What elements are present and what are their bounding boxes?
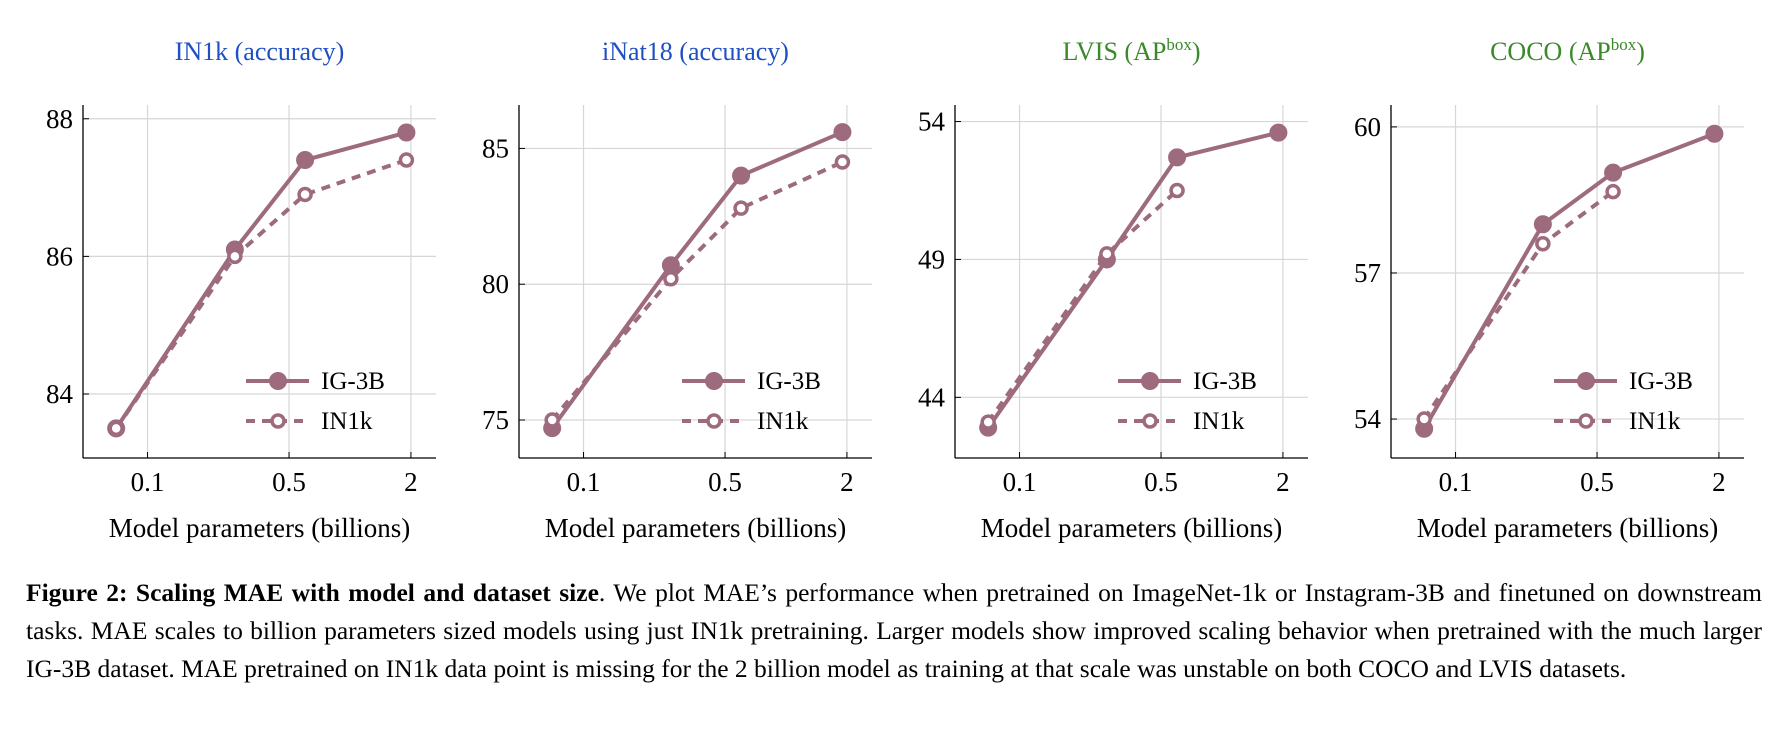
y-tick-label: 60 bbox=[1354, 112, 1381, 142]
series-line bbox=[550, 130, 844, 430]
title-superscript: box bbox=[1611, 35, 1637, 54]
title-suffix: ) bbox=[1192, 37, 1201, 66]
y-tick-label: 54 bbox=[1354, 404, 1382, 434]
data-point bbox=[1705, 124, 1724, 143]
y-tick-label: 86 bbox=[46, 241, 73, 271]
y-tick-label: 54 bbox=[918, 107, 946, 137]
data-point bbox=[297, 186, 313, 203]
x-tick-label: 0.1 bbox=[131, 467, 165, 497]
legend-label: IG-3B bbox=[1629, 368, 1693, 395]
data-point bbox=[1605, 183, 1621, 200]
y-tick-label: 49 bbox=[918, 244, 945, 274]
data-point bbox=[1169, 182, 1185, 199]
legend-marker bbox=[1578, 413, 1594, 429]
data-point bbox=[397, 123, 416, 142]
y-tick-label: 44 bbox=[918, 382, 946, 412]
data-point bbox=[1099, 246, 1115, 262]
y-tick-label: 57 bbox=[1354, 258, 1381, 288]
series-line bbox=[114, 158, 408, 430]
title-superscript: box bbox=[1166, 35, 1192, 54]
legend-marker bbox=[1142, 413, 1158, 429]
y-tick-label: 84 bbox=[46, 379, 74, 409]
x-axis-label: Model parameters (billions) bbox=[1417, 513, 1718, 543]
caption-title: Scaling MAE with model and dataset size bbox=[135, 578, 599, 607]
x-tick-label: 0.5 bbox=[272, 467, 306, 497]
title-text: LVIS (AP bbox=[1063, 37, 1167, 66]
y-tick-label: 85 bbox=[482, 133, 509, 163]
data-point bbox=[1269, 123, 1288, 142]
series-line bbox=[986, 130, 1279, 429]
data-point bbox=[1604, 163, 1623, 182]
chart-title: IN1k (accuracy) bbox=[175, 37, 345, 66]
caption: Figure 2: Scaling MAE with model and dat… bbox=[26, 574, 1762, 688]
data-point bbox=[663, 271, 679, 287]
x-axis-label: Model parameters (billions) bbox=[109, 513, 410, 543]
chart-title: iNat18 (accuracy) bbox=[602, 37, 789, 66]
x-tick-label: 2 bbox=[404, 467, 418, 497]
series-line bbox=[1422, 131, 1716, 430]
series-line bbox=[114, 130, 407, 430]
data-point bbox=[1416, 411, 1432, 427]
series-line bbox=[550, 160, 844, 422]
y-tick-label: 88 bbox=[46, 104, 73, 134]
x-tick-label: 0.5 bbox=[1144, 467, 1178, 497]
data-point bbox=[733, 200, 749, 216]
legend-marker bbox=[1141, 372, 1159, 390]
legend-label: IN1k bbox=[321, 408, 373, 435]
legend-marker bbox=[270, 413, 286, 429]
title-text: iNat18 (accuracy) bbox=[602, 37, 789, 66]
data-point bbox=[108, 420, 124, 437]
series-line bbox=[986, 189, 1179, 424]
data-point bbox=[1535, 236, 1551, 252]
data-point bbox=[296, 151, 315, 170]
legend-label: IG-3B bbox=[1193, 368, 1257, 395]
legend-label: IN1k bbox=[757, 408, 809, 435]
figure: IN1k (accuracy) 84 86 88 0.1 0.5 2 Model parame… bbox=[46, 35, 1744, 543]
x-tick-label: 0.1 bbox=[1003, 467, 1037, 497]
data-point bbox=[1533, 215, 1552, 234]
legend-marker bbox=[1577, 372, 1595, 390]
caption-text: . We plot MAE’s performance when pretrai… bbox=[26, 578, 1762, 683]
x-tick-label: 0.5 bbox=[708, 467, 742, 497]
data-point bbox=[732, 166, 751, 185]
legend-label: IN1k bbox=[1193, 408, 1245, 435]
x-tick-label: 0.1 bbox=[567, 467, 601, 497]
y-tick-label: 75 bbox=[482, 405, 509, 435]
x-axis-label: Model parameters (billions) bbox=[545, 513, 846, 543]
y-tick-label: 80 bbox=[482, 269, 509, 299]
legend-marker bbox=[706, 413, 722, 429]
data-point bbox=[544, 412, 560, 428]
x-tick-label: 2 bbox=[1276, 467, 1290, 497]
x-tick-label: 0.5 bbox=[1580, 467, 1614, 497]
data-point bbox=[980, 414, 996, 430]
legend-label: IN1k bbox=[1629, 408, 1681, 435]
data-point bbox=[1168, 148, 1187, 167]
chart-title: COCO (APbox) bbox=[1490, 35, 1645, 66]
legend-label: IG-3B bbox=[757, 368, 821, 395]
legend-label: IG-3B bbox=[321, 368, 385, 395]
title-suffix: ) bbox=[1636, 37, 1645, 66]
caption-label: Figure 2: bbox=[26, 578, 128, 607]
x-tick-label: 0.1 bbox=[1439, 467, 1473, 497]
data-point bbox=[398, 152, 415, 168]
x-tick-label: 2 bbox=[840, 467, 854, 497]
legend-marker bbox=[269, 372, 287, 390]
title-text: COCO (AP bbox=[1490, 37, 1611, 66]
data-point bbox=[227, 248, 243, 265]
chart-title: LVIS (APbox) bbox=[1063, 35, 1201, 66]
x-tick-label: 2 bbox=[1712, 467, 1726, 497]
data-point bbox=[833, 123, 852, 142]
x-axis-label: Model parameters (billions) bbox=[981, 513, 1282, 543]
title-text: IN1k (accuracy) bbox=[175, 37, 345, 66]
legend-marker bbox=[705, 372, 723, 390]
data-point bbox=[834, 154, 851, 170]
